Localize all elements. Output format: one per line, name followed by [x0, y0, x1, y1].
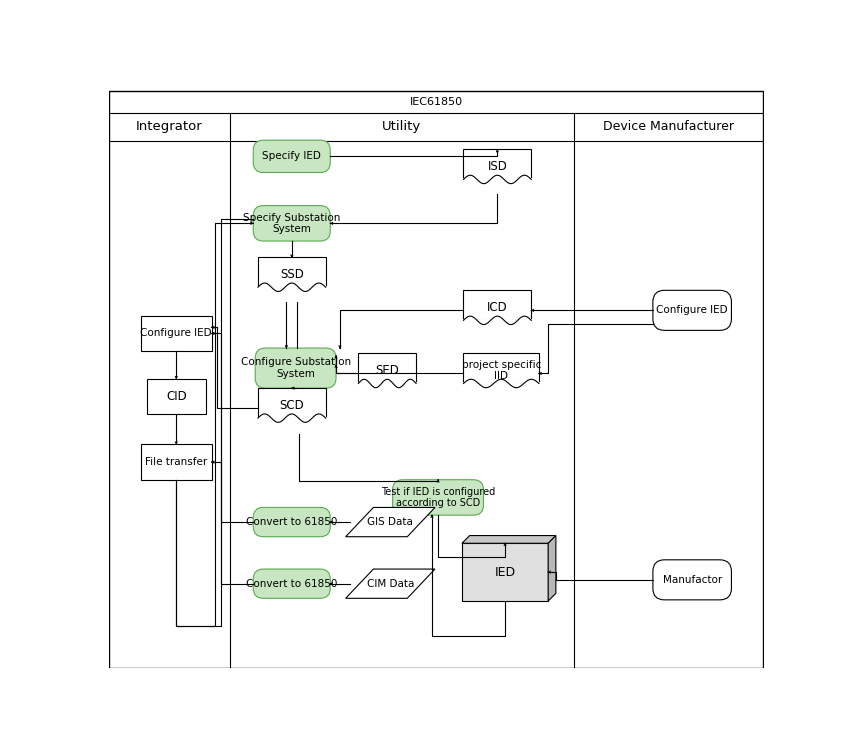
Text: SED: SED — [375, 364, 399, 377]
Text: IED: IED — [494, 566, 516, 578]
Bar — [464, 291, 531, 321]
FancyBboxPatch shape — [653, 291, 731, 330]
Text: Specify IED: Specify IED — [262, 152, 321, 161]
Polygon shape — [346, 508, 435, 537]
Text: Integrator: Integrator — [136, 120, 203, 133]
Text: Configure IED: Configure IED — [140, 328, 212, 339]
Bar — [147, 379, 206, 415]
FancyBboxPatch shape — [254, 140, 330, 173]
FancyBboxPatch shape — [392, 480, 483, 515]
Text: File transfer: File transfer — [146, 457, 208, 467]
Text: project specific
IID: project specific IID — [461, 360, 541, 382]
Polygon shape — [462, 535, 556, 543]
Text: ICD: ICD — [487, 301, 508, 314]
Bar — [141, 445, 212, 480]
Bar — [462, 543, 548, 601]
Bar — [258, 257, 326, 287]
Text: Convert to 61850: Convert to 61850 — [246, 517, 338, 527]
Bar — [464, 149, 531, 179]
Bar — [358, 354, 416, 384]
FancyBboxPatch shape — [255, 348, 336, 388]
Text: SCD: SCD — [279, 399, 304, 412]
Polygon shape — [346, 569, 435, 599]
Text: ISD: ISD — [488, 160, 507, 173]
Text: Convert to 61850: Convert to 61850 — [246, 579, 338, 589]
FancyBboxPatch shape — [653, 559, 731, 600]
Text: Test if IED is configured
according to SCD: Test if IED is configured according to S… — [381, 487, 495, 508]
Text: Configure IED: Configure IED — [656, 306, 728, 315]
FancyBboxPatch shape — [254, 569, 330, 599]
FancyBboxPatch shape — [254, 206, 330, 241]
Text: Specify Substation
System: Specify Substation System — [243, 213, 340, 234]
Bar — [141, 315, 212, 351]
Text: GIS Data: GIS Data — [368, 517, 414, 527]
Text: Utility: Utility — [382, 120, 421, 133]
Text: Configure Substation
System: Configure Substation System — [241, 357, 351, 379]
Text: CIM Data: CIM Data — [367, 579, 414, 589]
FancyBboxPatch shape — [254, 508, 330, 537]
Text: Device Manufacturer: Device Manufacturer — [603, 120, 734, 133]
Text: CID: CID — [166, 390, 186, 403]
Text: IEC61850: IEC61850 — [409, 97, 463, 107]
Polygon shape — [548, 535, 556, 601]
Text: SSD: SSD — [280, 267, 304, 281]
Bar — [258, 388, 326, 418]
Text: Manufactor: Manufactor — [663, 575, 722, 585]
Bar — [464, 354, 539, 384]
